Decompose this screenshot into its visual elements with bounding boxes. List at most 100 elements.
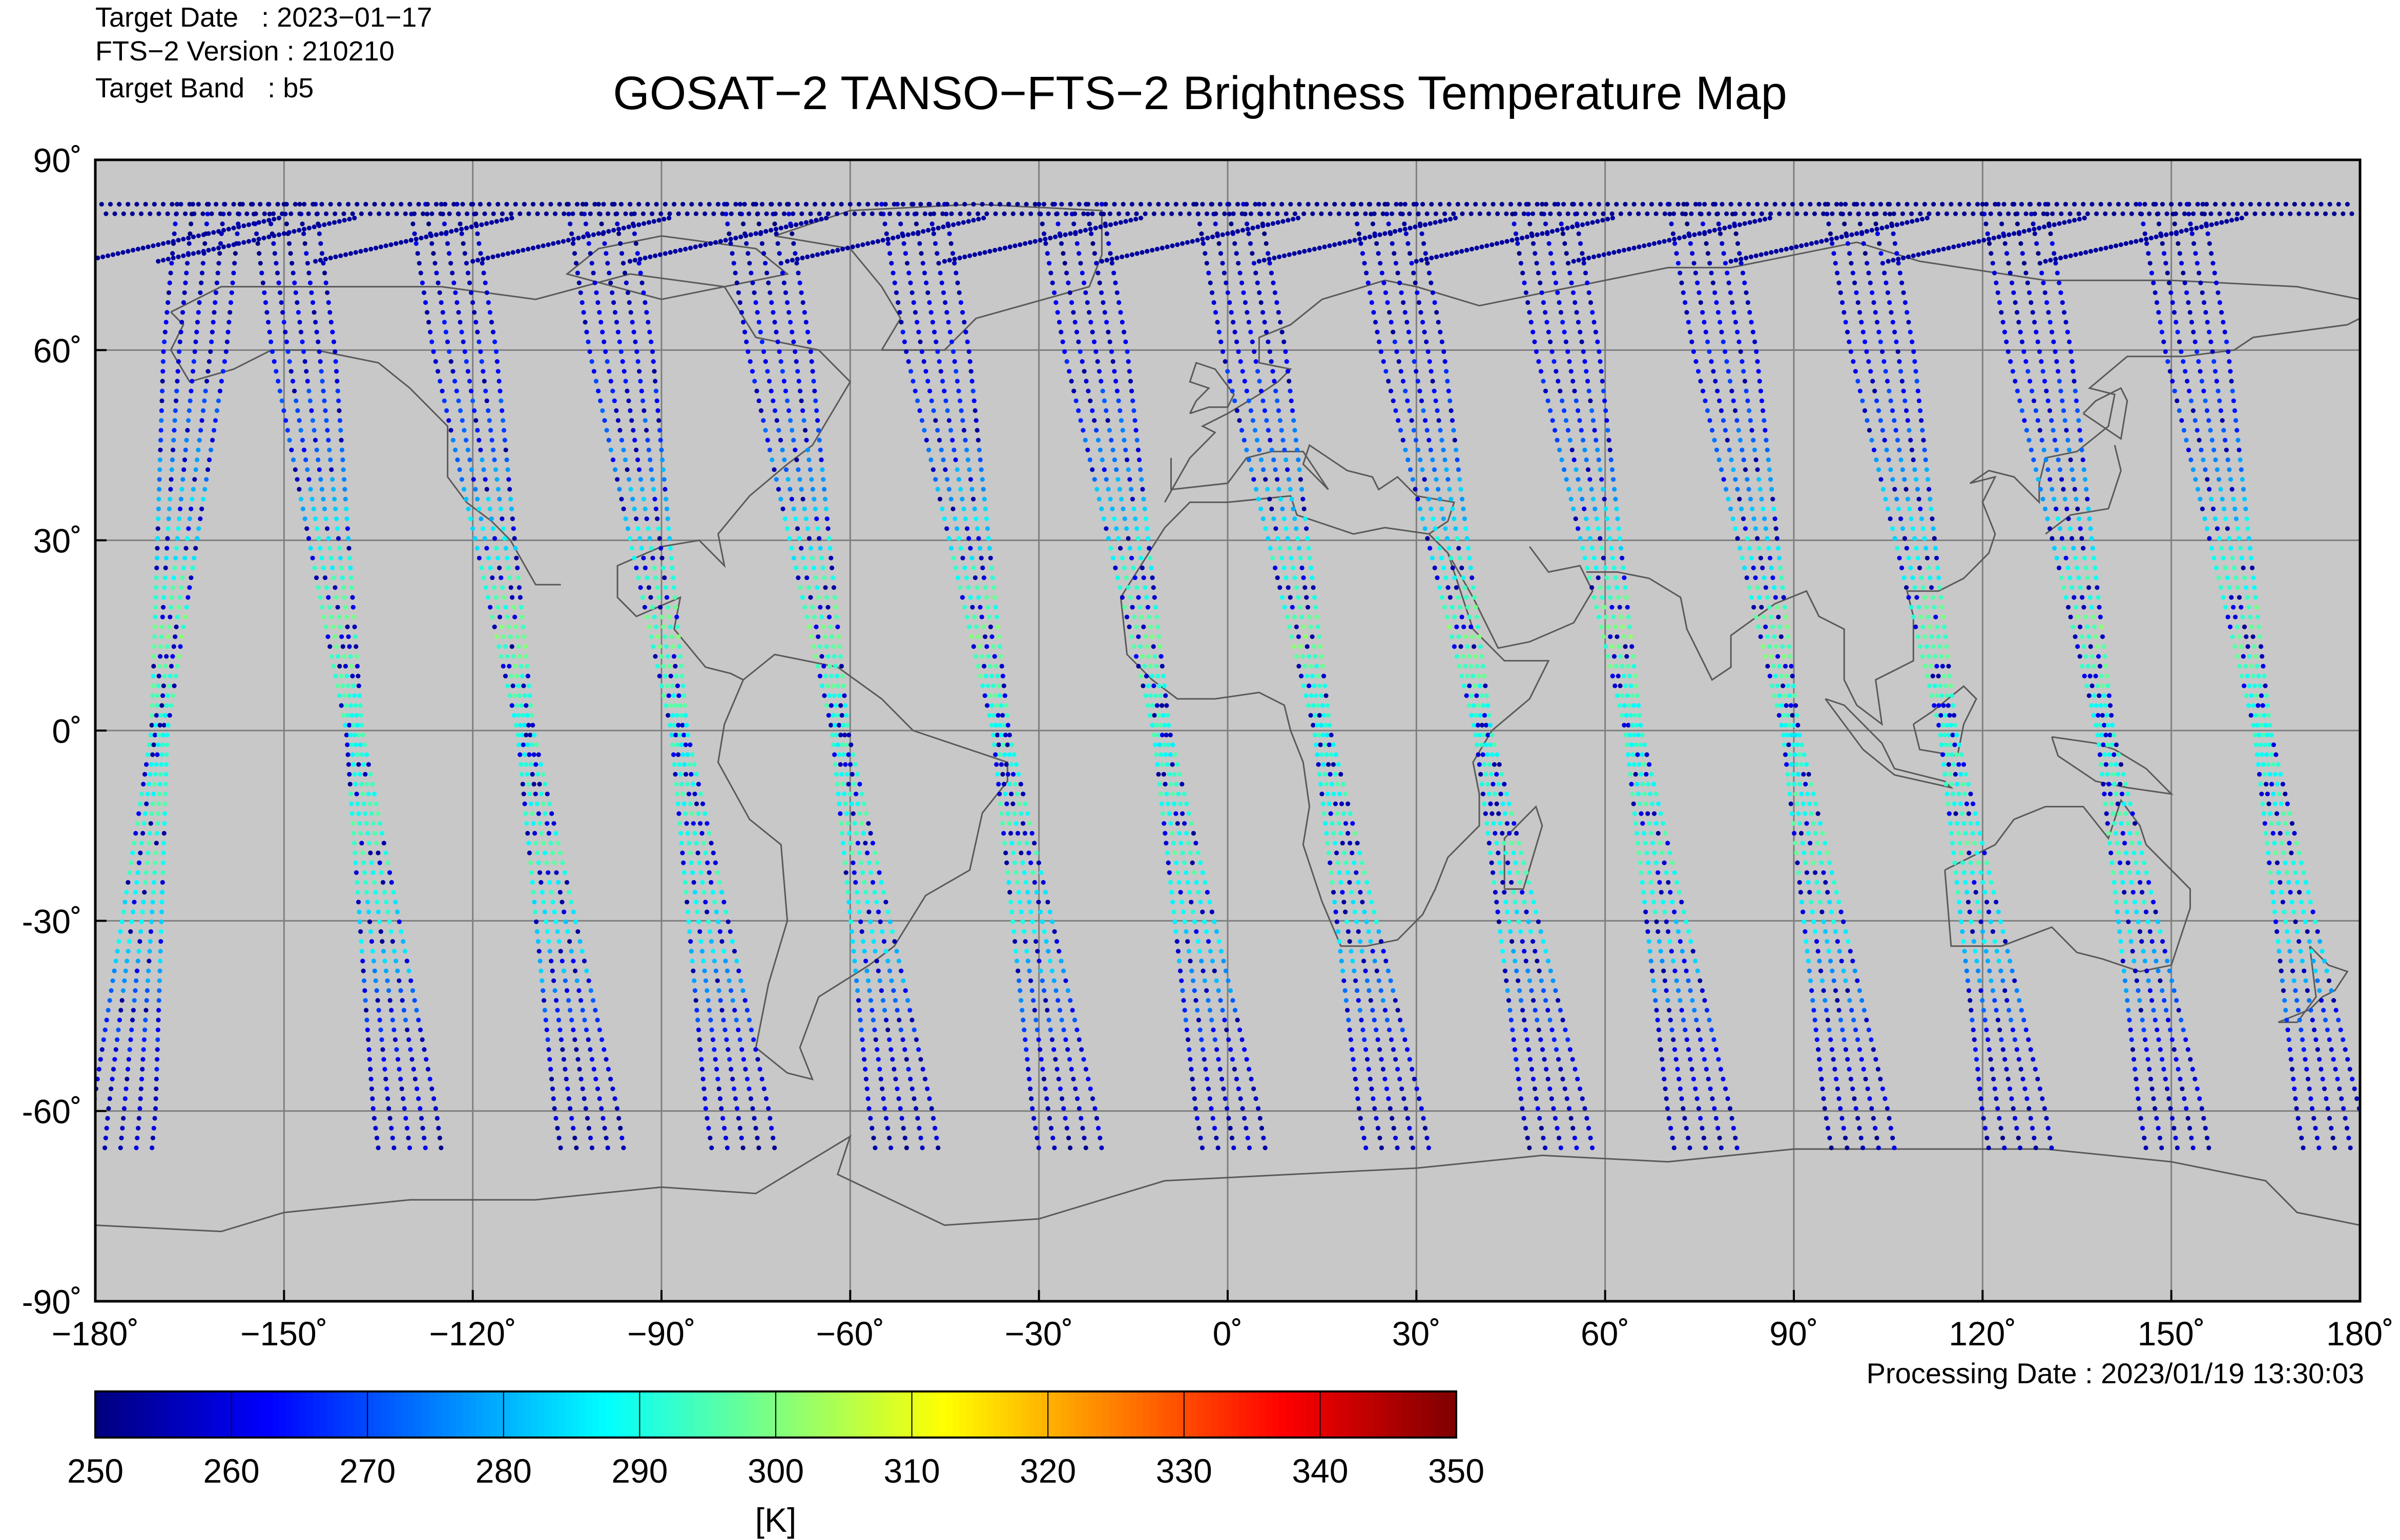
observation-point — [781, 280, 787, 285]
observation-point — [215, 270, 220, 276]
observation-point — [1471, 722, 1477, 728]
observation-point — [1395, 1145, 1400, 1151]
observation-point — [1582, 447, 1587, 452]
observation-point — [1601, 388, 1606, 393]
observation-point — [1299, 614, 1305, 619]
observation-point — [882, 1008, 887, 1013]
observation-point — [1085, 300, 1090, 305]
observation-point — [1627, 674, 1632, 679]
observation-point — [1358, 939, 1363, 944]
observation-point — [825, 654, 831, 659]
observation-point — [1733, 320, 1738, 325]
observation-point — [352, 693, 357, 698]
observation-point — [618, 349, 624, 355]
observation-point — [1058, 1086, 1063, 1091]
observation-point — [127, 939, 132, 944]
observation-point — [468, 516, 473, 522]
observation-point — [339, 703, 344, 708]
observation-point — [550, 900, 555, 905]
observation-point — [1207, 1096, 1212, 1101]
observation-point — [1355, 1096, 1360, 1101]
observation-point — [1047, 909, 1052, 914]
observation-point — [1463, 526, 1468, 531]
observation-point — [1613, 625, 1618, 630]
observation-point — [684, 890, 689, 895]
observation-point — [1319, 752, 1325, 757]
observation-point — [866, 821, 871, 826]
observation-point — [1325, 841, 1330, 846]
observation-point — [710, 1037, 716, 1042]
observation-point — [675, 683, 680, 689]
observation-point — [415, 251, 420, 256]
observation-point — [1062, 261, 1067, 266]
observation-point — [613, 467, 618, 472]
observation-point — [1182, 919, 1187, 924]
observation-point — [230, 280, 235, 285]
observation-point — [1334, 850, 1339, 856]
observation-point — [1733, 231, 1739, 236]
observation-point — [320, 379, 325, 384]
observation-point — [1189, 1067, 1194, 1072]
observation-point — [1632, 811, 1637, 816]
observation-point — [1019, 998, 1024, 1003]
observation-point — [818, 447, 823, 452]
observation-point — [1461, 575, 1466, 580]
observation-point — [470, 300, 475, 305]
observation-point — [377, 1017, 382, 1023]
observation-point — [1202, 978, 1207, 983]
observation-point — [129, 1027, 134, 1032]
observation-point — [1513, 900, 1518, 905]
observation-point — [1670, 900, 1675, 905]
observation-point — [521, 792, 526, 797]
observation-point — [136, 949, 141, 954]
observation-point — [1598, 585, 1603, 590]
observation-point — [1716, 221, 1721, 226]
observation-point — [519, 703, 524, 708]
observation-point — [1700, 1126, 1705, 1131]
observation-point — [1222, 1017, 1227, 1023]
observation-point — [580, 1086, 585, 1091]
observation-point — [1277, 585, 1282, 590]
observation-point — [1266, 251, 1271, 256]
observation-point — [698, 821, 703, 826]
observation-point — [659, 614, 665, 619]
observation-point — [705, 1116, 710, 1121]
observation-point — [1516, 1076, 1521, 1081]
observation-point — [439, 300, 444, 305]
observation-point — [1582, 359, 1587, 364]
observation-point — [804, 438, 809, 443]
observation-point — [163, 555, 169, 560]
observation-point — [573, 919, 578, 924]
observation-point — [860, 1037, 865, 1042]
observation-point — [647, 536, 652, 541]
observation-point — [1534, 261, 1539, 266]
observation-point — [1434, 310, 1439, 315]
observation-point — [863, 890, 868, 895]
observation-point — [1625, 693, 1630, 698]
observation-point — [1340, 890, 1345, 895]
observation-point — [1509, 841, 1514, 846]
observation-point — [561, 968, 566, 973]
observation-point — [1144, 644, 1150, 649]
observation-point — [1480, 792, 1486, 797]
observation-point — [740, 1145, 746, 1151]
observation-point — [1038, 909, 1043, 914]
observation-point — [1360, 900, 1365, 905]
observation-point — [775, 241, 780, 246]
observation-point — [1004, 762, 1009, 767]
observation-point — [984, 595, 989, 600]
observation-point — [1343, 998, 1349, 1003]
observation-point — [488, 605, 493, 610]
observation-point — [646, 526, 651, 531]
observation-point — [1578, 487, 1583, 492]
observation-point — [143, 1008, 149, 1013]
observation-point — [1421, 241, 1426, 246]
observation-point — [1689, 339, 1694, 344]
observation-point — [1156, 634, 1162, 639]
observation-point — [219, 379, 224, 384]
observation-point — [1422, 1126, 1428, 1131]
observation-point — [696, 782, 701, 787]
observation-point — [545, 821, 550, 826]
observation-point — [866, 909, 872, 914]
observation-point — [765, 369, 770, 374]
